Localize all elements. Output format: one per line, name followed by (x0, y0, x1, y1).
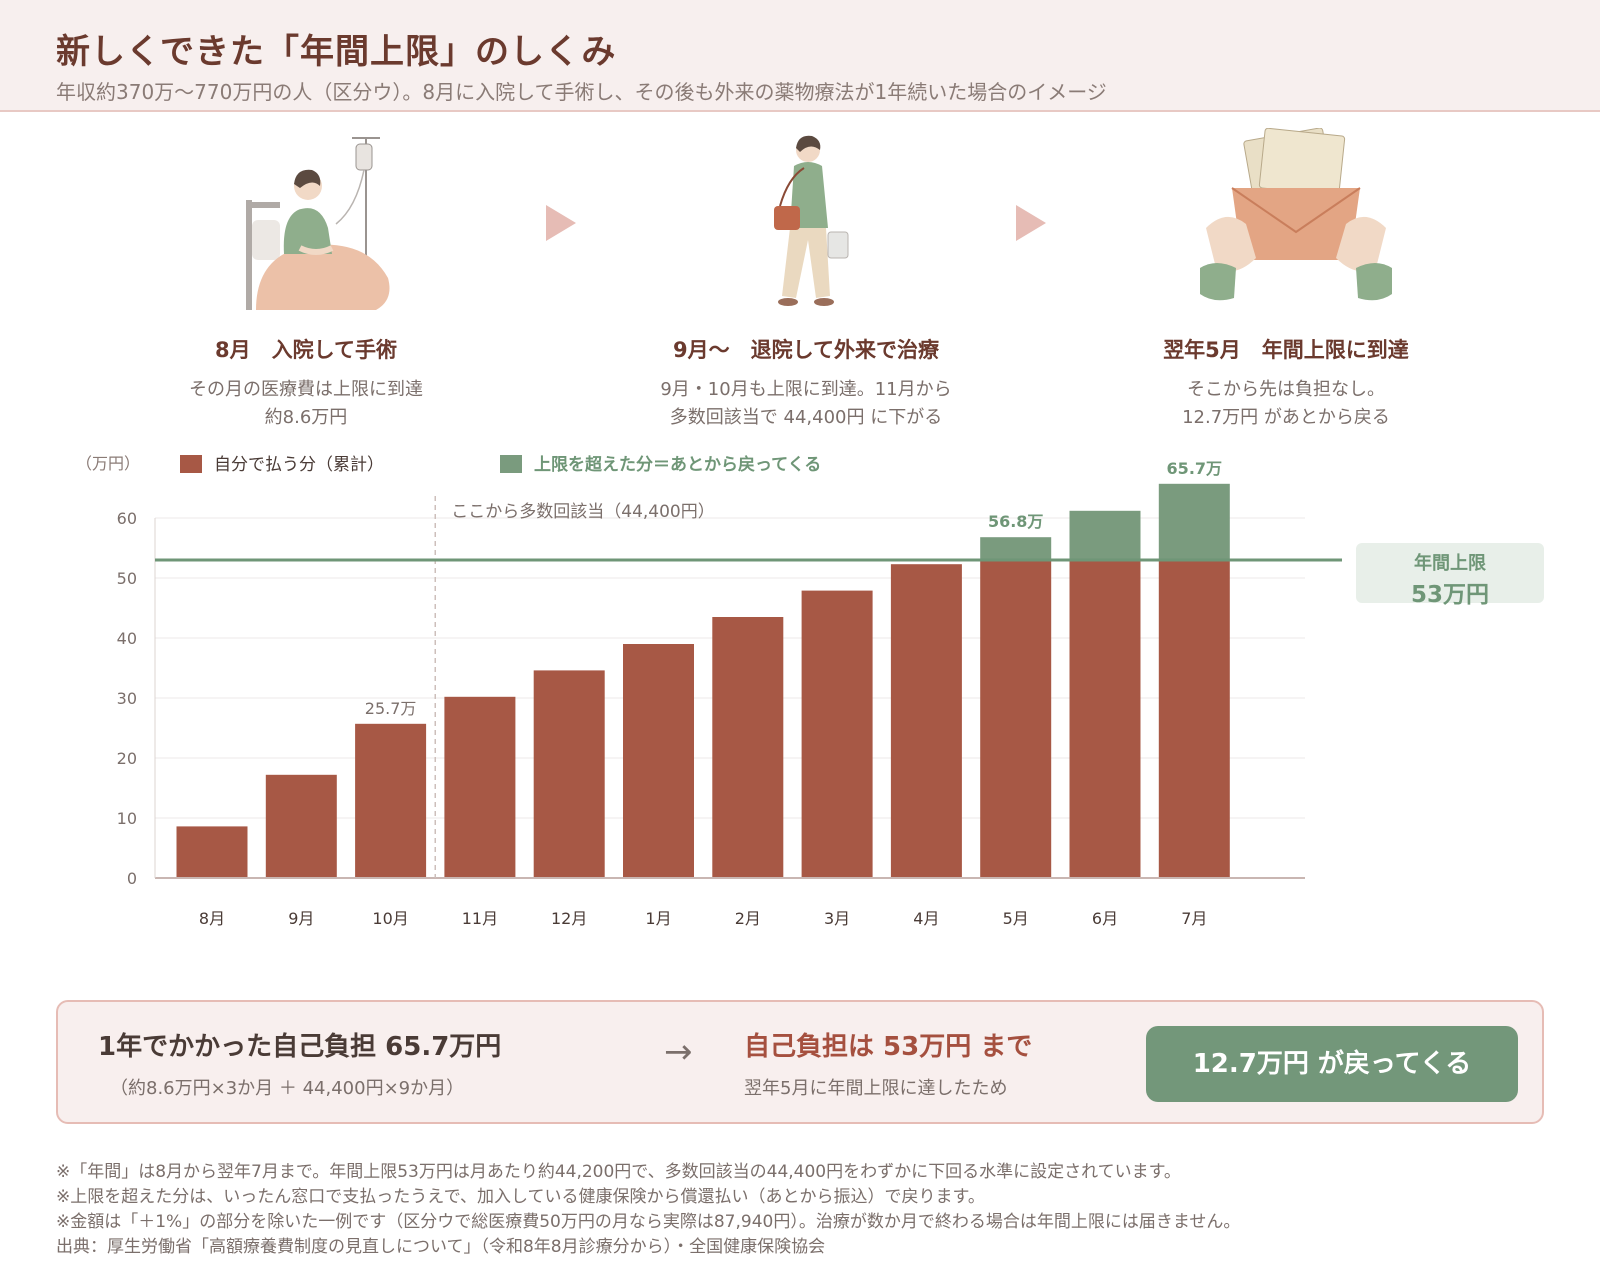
x-tick-label: 2月 (735, 909, 761, 928)
page-subtitle: 年収約370万〜770万円の人（区分ウ）。8月に入院して手術し、その後も外来の薬… (56, 80, 1107, 104)
y-tick-label: 40 (117, 629, 137, 648)
bar (801, 590, 873, 878)
step-description: 12.7万円 があとから戻る (1182, 407, 1390, 428)
legend-label: 上限を超えた分＝あとから戻ってくる (534, 454, 821, 475)
step-arrow-icon (1016, 205, 1046, 241)
x-tick-label: 1月 (645, 909, 671, 928)
y-tick-label: 60 (117, 509, 137, 528)
bar (623, 644, 694, 878)
legend-swatch (500, 455, 522, 473)
legend-swatch (180, 455, 202, 473)
bar (176, 826, 248, 878)
bar (980, 537, 1052, 560)
step-description: 9月・10月も上限に到達。11月から (660, 379, 952, 400)
total-cost-breakdown: （約8.6万円×3か月 ＋ 44,400円×9か月） (110, 1078, 465, 1099)
capped-cost-text: 自己負担は 53万円 まで (744, 1032, 1033, 1062)
data-label: 56.8万 (988, 512, 1043, 531)
x-tick-label: 6月 (1092, 909, 1118, 928)
hospital-bed-illustration (216, 128, 416, 318)
x-tick-label: 7月 (1181, 909, 1207, 928)
bar (980, 560, 1052, 878)
data-label: 25.7万 (365, 699, 417, 718)
legend-label: 自分で払う分（累計） (214, 455, 384, 475)
y-tick-label: 50 (117, 569, 137, 588)
bar (1069, 510, 1141, 560)
annotation-label: ここから多数回該当（44,400円） (451, 502, 714, 522)
bar (890, 564, 962, 878)
x-tick-label: 12月 (551, 909, 587, 928)
summary-panel: 1年でかかった自己負担 65.7万円 （約8.6万円×3か月 ＋ 44,400円… (56, 1000, 1544, 1124)
walking-woman-illustration (716, 128, 916, 318)
data-label: 65.7万 (1167, 459, 1222, 478)
step-3: 翌年5月 年間上限に到達 そこから先は負担なし。 12.7万円 があとから戻る (1076, 334, 1496, 432)
step-1: 8月 入院して手術 その月の医療費は上限に到達 約8.6万円 (96, 334, 516, 432)
footnote: ※上限を超えた分は、いったん窓口で支払ったうえで、加入している健康保険から償還払… (56, 1187, 985, 1207)
x-tick-label: 8月 (199, 909, 225, 928)
step-title: 8月 入院して手術 (215, 338, 397, 362)
x-tick-label: 4月 (913, 909, 939, 928)
annual-limit-badge: 年間上限 53万円 (1356, 543, 1544, 608)
arrow-right-icon: → (664, 1032, 693, 1072)
step-title: 9月〜 退院して外来で治療 (673, 338, 939, 362)
y-unit-label: （万円） (76, 454, 140, 473)
step-2: 9月〜 退院して外来で治療 9月・10月も上限に到達。11月から 多数回該当で … (596, 334, 1016, 432)
step-description: 多数回該当で 44,400円 に下がる (669, 407, 943, 428)
footnote: ※金額は「＋1%」の部分を除いた一例です（区分ウで総医療費50万円の月なら実際は… (56, 1212, 1241, 1232)
bar (355, 723, 427, 878)
footnote: ※「年間」は8月から翌年7月まで。年間上限53万円は月あたり約44,200円で、… (56, 1162, 1181, 1182)
step-description: そこから先は負担なし。 (1187, 379, 1385, 400)
step-description: 約8.6万円 (264, 407, 348, 428)
y-tick-label: 0 (127, 869, 137, 888)
source-note: 出典：厚生労働省「高額療養費制度の見直しについて」（令和8年8月診療分から）・全… (56, 1237, 826, 1257)
bar (265, 774, 337, 878)
annual-limit-label: 年間上限 (1414, 553, 1486, 574)
bar (712, 617, 784, 878)
total-cost-text: 1年でかかった自己負担 65.7万円 (98, 1032, 502, 1062)
header: 新しくできた「年間上限」のしくみ 年収約370万〜770万円の人（区分ウ）。8月… (0, 0, 1600, 112)
y-tick-label: 30 (117, 689, 137, 708)
bar (533, 670, 605, 878)
step-description: その月の医療費は上限に到達 (189, 379, 423, 400)
y-tick-label: 10 (117, 809, 137, 828)
x-tick-label: 5月 (1003, 909, 1029, 928)
bar (444, 696, 516, 878)
refund-badge: 12.7万円 が戻ってくる (1146, 1026, 1518, 1102)
x-tick-label: 9月 (288, 909, 314, 928)
money-envelope-illustration (1196, 127, 1396, 318)
x-tick-label: 3月 (824, 909, 850, 928)
bar (1158, 483, 1230, 560)
page-title: 新しくできた「年間上限」のしくみ (56, 32, 617, 72)
step-title: 翌年5月 年間上限に到達 (1163, 338, 1409, 362)
bar (1158, 560, 1230, 878)
y-tick-label: 20 (117, 749, 137, 768)
step-arrow-icon (546, 205, 576, 241)
footnotes: ※「年間」は8月から翌年7月まで。年間上限53万円は月あたり約44,200円で、… (56, 1160, 1556, 1260)
x-tick-label: 11月 (462, 909, 498, 928)
capped-cost-reason: 翌年5月に年間上限に達したため (744, 1078, 1008, 1099)
bar (1069, 560, 1141, 878)
annual-limit-value: 53万円 (1410, 582, 1489, 608)
cumulative-cost-bar-chart: 0 10 20 30 40 50 60 （万円） 自分で払う分（累計） 上限を超えた分＝あとから戻… (76, 454, 1342, 928)
x-tick-label: 10月 (372, 909, 408, 928)
